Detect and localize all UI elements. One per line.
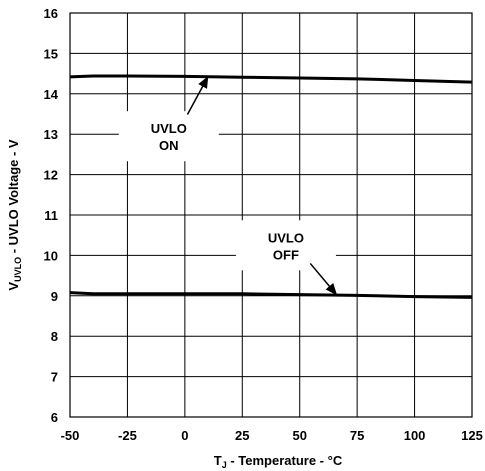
annotation-label: UVLO [151,121,187,136]
x-axis-label: TJ - Temperature - °C [214,453,343,470]
y-tick-label: 7 [51,370,58,385]
y-tick-label: 6 [51,410,58,425]
series-lines [69,74,473,299]
annotation-arrow [309,262,338,296]
x-tick-label: 75 [350,428,364,443]
y-tick-label: 9 [51,289,58,304]
y-tick-label: 10 [44,248,58,263]
x-tick-label: -25 [118,428,137,443]
y-tick-label: 14 [44,87,59,102]
x-tick-labels: -50 -25 0 25 50 75 100 125 [61,428,483,443]
y-axis-label: VUVLO - UVLO Voltage - V [6,139,23,291]
y-tick-label: 16 [44,6,58,21]
annotation-label: ON [159,138,179,153]
y-tick-label: 13 [44,127,58,142]
grid-lines [69,12,473,418]
x-tick-label: -50 [61,428,80,443]
annotations: UVLO ON UVLO OFF [151,75,338,296]
annotation-background [235,220,336,271]
x-tick-label: 125 [461,428,483,443]
series-line [69,291,473,299]
annotation-label: UVLO [268,230,304,245]
y-tick-label: 8 [51,329,58,344]
x-tick-label: 25 [235,428,249,443]
annotation-arrow [186,75,209,115]
plot-frame [69,12,473,418]
annotation-background [118,111,219,162]
series-line [69,74,473,84]
y-tick-labels: 6 7 8 9 10 11 12 13 14 15 16 [44,6,59,425]
y-tick-label: 15 [44,46,58,61]
x-tick-label: 50 [292,428,306,443]
annotation-backgrounds [118,111,336,271]
y-tick-label: 11 [44,208,58,223]
x-tick-label: 100 [404,428,426,443]
x-tick-label: 0 [181,428,188,443]
y-tick-label: 12 [44,168,58,183]
annotation-label: OFF [273,247,299,262]
